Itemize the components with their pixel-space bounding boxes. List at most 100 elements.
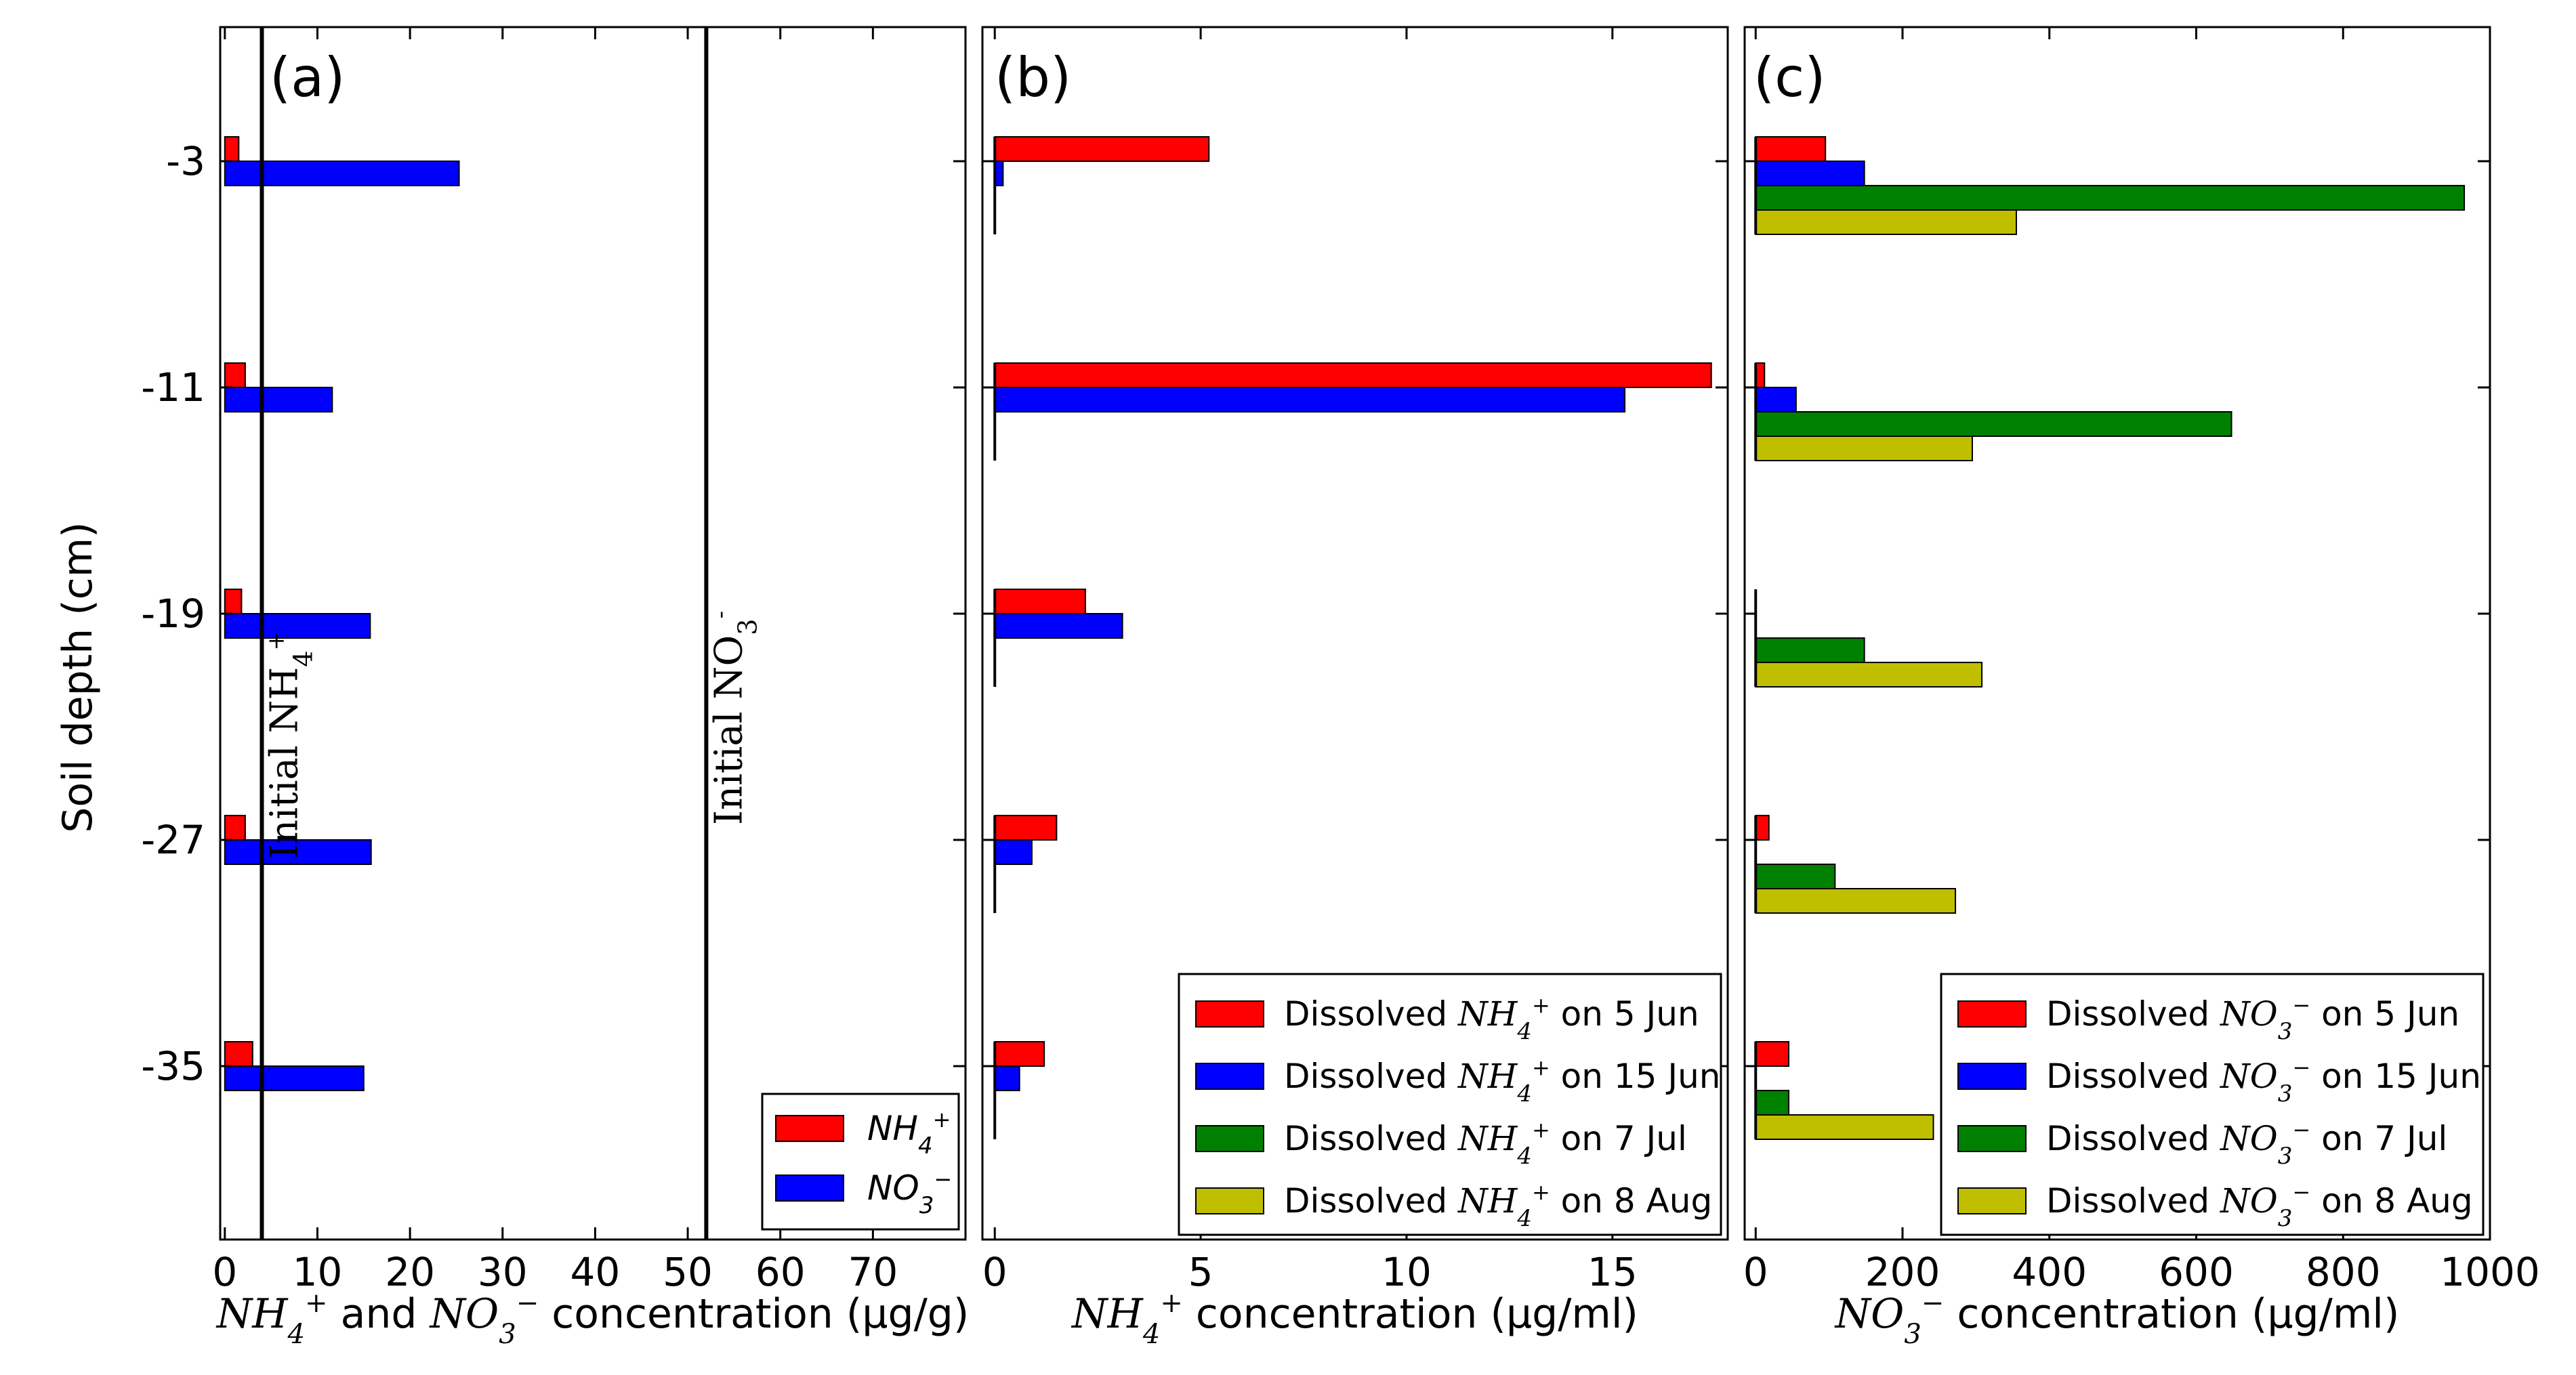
panel-b-x-axis-label: NH4+ concentration (μg/ml) — [1071, 1288, 1638, 1350]
bar-b-s0-dm11 — [994, 362, 1712, 388]
legend-b-swatch-2 — [1195, 1125, 1264, 1152]
bar-b-s1-dm27 — [994, 839, 1033, 865]
xtick-label-c-0: 0 — [1743, 1249, 1768, 1295]
bar-c-s2-dm27 — [1755, 864, 1836, 889]
legend-c-label-2: Dissolved NO3− on 7 Jul — [2046, 1117, 2447, 1170]
bar-b-s0-dm19 — [994, 589, 1086, 614]
legend-b-swatch-1 — [1195, 1063, 1264, 1090]
xtick-label-a-30: 30 — [478, 1249, 528, 1295]
initial-nh4-label: Initial NH4+ — [262, 631, 318, 859]
panel-a-label: (a) — [270, 46, 345, 109]
legend-b-swatch-3 — [1195, 1187, 1264, 1214]
bar-c-s1-dm3 — [1755, 161, 1865, 186]
panel-a: 0 10 20 30 40 50 60 70 -3 -11 -19 -27 -35 Initial NH… — [141, 26, 970, 1350]
panel-b-legend: Dissolved NH4+ on 5 Jun Dissolved NH4+ on… — [1178, 973, 1722, 1236]
bar-c-s0-dm3 — [1755, 136, 1827, 162]
xtick-label-a-0: 0 — [212, 1249, 237, 1295]
bar-c-s1-dm11 — [1755, 387, 1797, 412]
initial-no3-label: Initial NO3- — [707, 611, 762, 825]
panel-a-bars — [224, 136, 460, 1091]
bar-c-s3-dm27 — [1755, 888, 1957, 914]
bar-b-s0-dm3 — [994, 136, 1210, 162]
xtick-label-a-60: 60 — [755, 1249, 806, 1295]
bar-b-s0-dm35 — [994, 1041, 1045, 1067]
panel-a-legend: NH4+ NO3− — [761, 1093, 960, 1231]
legend-b-box — [1178, 973, 1722, 1236]
bar-a-s0-dm11 — [224, 362, 246, 388]
legend-a-no3-swatch — [775, 1175, 844, 1202]
bar-c-s3-dm11 — [1755, 436, 1973, 461]
legend-c-label-3: Dissolved NO3− on 8 Aug — [2046, 1179, 2473, 1232]
panel-b-frame — [981, 26, 1729, 1241]
legend-c-swatch-0 — [1957, 1000, 2027, 1028]
bar-a-s1-dm11 — [224, 387, 333, 412]
xtick-label-c-600: 600 — [2159, 1249, 2234, 1295]
legend-c-swatch-2 — [1957, 1125, 2027, 1152]
panel-c-bars — [1754, 136, 2466, 1140]
xtick-label-b-0: 0 — [982, 1249, 1007, 1295]
legend-b-label-3: Dissolved NH4+ on 8 Aug — [1284, 1179, 1712, 1232]
panel-b: 0 5 10 15 (b) Dissolved NH4+ on 5 JunDissol… — [981, 26, 1729, 1350]
legend-c-box — [1940, 973, 2485, 1236]
xtick-label-c-1000: 1000 — [2440, 1249, 2540, 1295]
legend-b-label-1: Dissolved NH4+ on 15 Jun — [1284, 1055, 1721, 1107]
legend-a-no3-label: NO3− — [867, 1166, 952, 1219]
xtick-label-c-800: 800 — [2306, 1249, 2381, 1295]
bar-a-s0-dm35 — [224, 1041, 253, 1067]
xtick-label-a-70: 70 — [848, 1249, 898, 1295]
bar-a-s0-dm27 — [224, 815, 246, 841]
bar-b-s1-dm19 — [994, 613, 1123, 639]
panel-b-label: (b) — [995, 46, 1071, 109]
bar-a-s0-dm3 — [224, 136, 240, 162]
xtick-label-c-400: 400 — [2012, 1249, 2087, 1295]
bar-c-s2-dm3 — [1755, 185, 2466, 211]
bar-c-s3-dm19 — [1755, 662, 1983, 688]
xtick-label-b-5: 5 — [1188, 1249, 1213, 1295]
xtick-label-b-10: 10 — [1382, 1249, 1432, 1295]
bar-c-s0-dm27 — [1755, 815, 1770, 841]
xtick-label-a-10: 10 — [293, 1249, 343, 1295]
ytick-label--19: -19 — [141, 591, 205, 637]
panel-b-bars — [993, 136, 1712, 1139]
xtick-label-a-50: 50 — [663, 1249, 713, 1295]
xtick-label-b-15: 15 — [1587, 1249, 1638, 1295]
bar-c-s3-dm35 — [1755, 1114, 1934, 1140]
panel-c-frame — [1743, 26, 2491, 1241]
panel-a-x-axis-label: NH4+ and NO3− concentration (μg/g) — [215, 1288, 970, 1350]
panel-a-ticks: 0 10 20 30 40 50 60 70 -3 -11 -19 -27 -35 — [141, 27, 965, 1295]
ytick-label--27: -27 — [141, 817, 205, 863]
bar-a-s1-dm27 — [224, 839, 372, 865]
xtick-label-a-40: 40 — [570, 1249, 621, 1295]
bar-c-s2-dm35 — [1755, 1090, 1790, 1116]
legend-a-nh4-label: NH4+ — [867, 1107, 951, 1160]
bar-c-s2-dm19 — [1755, 637, 1865, 663]
legend-b-swatch-0 — [1195, 1000, 1264, 1028]
ytick-label--35: -35 — [141, 1043, 205, 1089]
bar-c-s2-dm11 — [1755, 411, 2232, 437]
bar-c-s0-dm35 — [1755, 1041, 1790, 1067]
bar-a-s0-dm19 — [224, 589, 243, 614]
y-axis-label: Soil depth (cm) — [54, 522, 102, 832]
legend-c-label-1: Dissolved NO3− on 15 Jun — [2046, 1055, 2481, 1107]
bar-a-s1-dm19 — [224, 613, 371, 639]
bar-b-s1-dm35 — [994, 1065, 1020, 1091]
panel-a-frame — [219, 26, 967, 1241]
legend-c-swatch-1 — [1957, 1063, 2027, 1090]
panel-b-ticks: 0 5 10 15 — [982, 27, 1728, 1295]
bar-b-s1-dm11 — [994, 387, 1626, 412]
legend-b-label-0: Dissolved NH4+ on 5 Jun — [1284, 992, 1699, 1045]
panel-c-ticks: 0 200 400 600 800 1000 — [1743, 27, 2540, 1295]
ytick-label--3: -3 — [166, 138, 205, 184]
xtick-label-c-200: 200 — [1865, 1249, 1940, 1295]
ytick-label--11: -11 — [141, 364, 205, 410]
panel-c-label: (c) — [1753, 46, 1825, 109]
legend-b-label-2: Dissolved NH4+ on 7 Jul — [1284, 1117, 1687, 1170]
panel-c-legend: Dissolved NO3− on 5 Jun Dissolved NO3− on… — [1940, 973, 2485, 1236]
panel-c-x-axis-label: NO3− concentration (μg/ml) — [1834, 1288, 2400, 1350]
bar-c-s3-dm3 — [1755, 209, 2017, 235]
xtick-label-a-20: 20 — [385, 1249, 435, 1295]
legend-a-nh4-swatch — [775, 1115, 844, 1142]
legend-c-label-0: Dissolved NO3− on 5 Jun — [2046, 992, 2459, 1045]
panel-c: 0 200 400 600 800 1000 (c) Dissolved NO3− on … — [1743, 26, 2540, 1350]
